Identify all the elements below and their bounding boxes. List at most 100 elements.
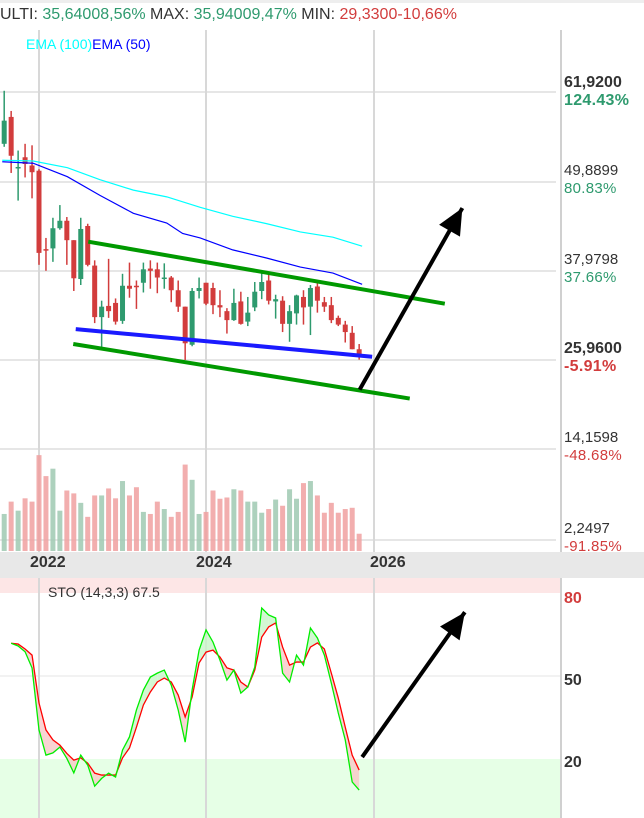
volume-bar (245, 501, 251, 551)
min-value: 29,3300-10,66% (339, 6, 457, 23)
volume-bar (280, 505, 286, 551)
candle-body (85, 225, 91, 265)
price-tick: 14,1598 (564, 429, 619, 446)
candle-body (50, 228, 56, 249)
change-tick: 124.43% (564, 92, 630, 109)
sto-fill (52, 739, 60, 753)
candle-body (266, 280, 272, 301)
ema50-line (2, 161, 363, 285)
volume-bar (238, 490, 244, 551)
volume-bar (78, 502, 84, 551)
candle-body (99, 306, 105, 318)
candle-body (78, 228, 84, 280)
volume-bar (252, 501, 258, 551)
volume-bar (126, 495, 132, 551)
price-tick: 37,9798 (564, 251, 619, 268)
volume-bar (266, 509, 272, 551)
candle-body (147, 268, 153, 271)
candle-body (43, 249, 49, 251)
last-value: 35,64008,56% (42, 6, 146, 23)
sto-fill (178, 695, 186, 743)
candle-body (245, 312, 251, 322)
overbought-zone (0, 578, 560, 593)
date-axis-bar (0, 552, 644, 578)
candle-body (113, 302, 119, 322)
candle-body (307, 287, 313, 307)
ema100-line (2, 159, 363, 247)
candle-body (231, 302, 237, 321)
sto-fill (143, 677, 151, 705)
candle-body (36, 170, 42, 253)
legend-ema100[interactable]: EMA (100) (26, 36, 93, 52)
volume-bar (8, 501, 14, 551)
volume-bar (85, 516, 91, 551)
volume-bar (57, 510, 63, 551)
trend-arrow-shaft (357, 207, 465, 391)
last-label: ULTI: (0, 6, 38, 23)
candle-body (321, 302, 327, 307)
price-axis-label: 49,8899 80.83% (564, 162, 618, 198)
volume-bar (120, 481, 126, 551)
sto-fill (150, 673, 158, 692)
price-tick: 2,2497 (564, 520, 610, 537)
candle-body (280, 300, 286, 324)
volume-bar (342, 509, 348, 551)
candle-body (203, 282, 209, 304)
legend-ema50[interactable]: EMA (50) (92, 36, 151, 52)
candle-body (120, 285, 126, 321)
volume-bar (161, 509, 167, 551)
volume-bar (189, 479, 195, 551)
candle-body (335, 317, 341, 325)
candle-body (57, 220, 63, 229)
volume-bar (99, 495, 105, 551)
candle-body (106, 305, 112, 312)
sto-fill (94, 773, 102, 787)
price-tick: 61,9200 (564, 74, 622, 91)
candle-body (210, 287, 216, 306)
price-summary: ULTI: 35,64008,56% MAX: 35,94009,47% MIN… (0, 0, 644, 30)
volume-bar (224, 497, 230, 551)
candle-body (161, 277, 167, 280)
change-tick: -5.91% (564, 358, 617, 375)
price-axis-label: 14,1598 -48.68% (564, 429, 622, 465)
volume-bar (29, 501, 35, 551)
candle-body (8, 116, 14, 156)
candle-body (259, 282, 265, 291)
price-axis-label: 25,9600 -5.91% (564, 340, 622, 376)
candle-body (342, 324, 348, 333)
candle-body (287, 311, 293, 324)
volume-bar (15, 510, 21, 551)
volume-bar (50, 468, 56, 551)
volume-bar (175, 511, 181, 551)
stochastic-label[interactable]: STO (14,3,3) 67.5 (48, 584, 160, 600)
max-label: MAX: (150, 6, 190, 23)
sto-level-50: 50 (564, 672, 582, 689)
candle-body (175, 290, 181, 307)
x-tick-2026: 2026 (370, 554, 406, 571)
candle-body (140, 269, 146, 283)
volume-bar (335, 512, 341, 551)
sto-fill (45, 729, 53, 756)
sto-fill (310, 627, 318, 648)
price-tick: 49,8899 (564, 162, 619, 179)
candle-body (196, 287, 202, 291)
sto-fill (240, 681, 248, 694)
change-tick: 80.83% (564, 180, 617, 197)
candle-body (252, 291, 258, 308)
candle-body (29, 165, 35, 173)
volume-bar (203, 511, 209, 551)
volume-bar (287, 489, 293, 551)
volume-bar (64, 490, 70, 551)
change-tick: -91.85% (564, 538, 622, 555)
x-tick-2022: 2022 (30, 554, 66, 571)
candle-body (133, 285, 139, 288)
price-tick: 25,9600 (564, 340, 622, 357)
volume-bar (307, 481, 313, 551)
price-axis-label: 61,9200 124.43% (564, 74, 629, 110)
support-line (75, 327, 373, 359)
sto-fill (206, 629, 213, 653)
sto-fill (352, 755, 360, 791)
volume-bar (133, 487, 139, 551)
volume-bar (71, 493, 77, 551)
